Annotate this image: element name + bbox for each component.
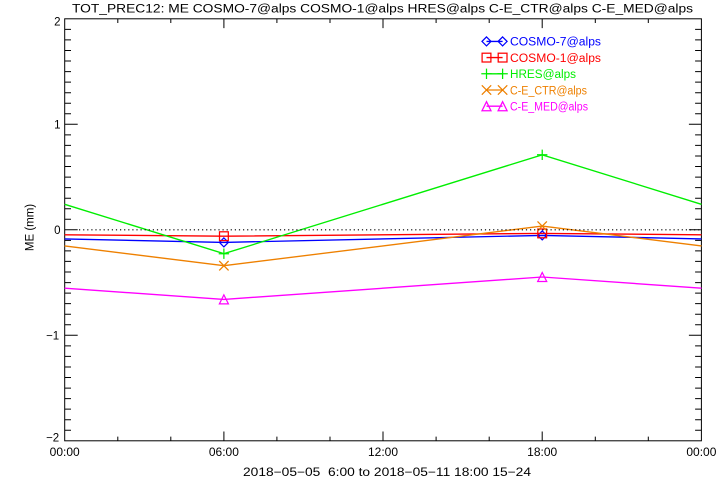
svg-text:HRES@alps: HRES@alps	[510, 69, 576, 81]
svg-text:0: 0	[54, 225, 60, 237]
svg-text:COSMO-7@alps: COSMO-7@alps	[510, 37, 601, 49]
svg-text:00:00: 00:00	[50, 447, 80, 459]
svg-text:COSMO-1@alps: COSMO-1@alps	[510, 53, 601, 65]
svg-text:1: 1	[54, 120, 60, 132]
svg-text:2: 2	[54, 17, 60, 29]
svg-text:2018−05−05 6:00 to 2018−05−11: 2018−05−05 6:00 to 2018−05−11 18:00 15−2…	[243, 467, 532, 479]
svg-text:C-E_CTR@alps: C-E_CTR@alps	[510, 85, 587, 97]
svg-text:TOT_PREC12: ME COSMO-7@alps CO: TOT_PREC12: ME COSMO-7@alps COSMO-1@alps…	[72, 4, 693, 16]
svg-text:18:00: 18:00	[527, 447, 557, 459]
svg-text:06:00: 06:00	[209, 447, 239, 459]
svg-text:12:00: 12:00	[368, 447, 398, 459]
svg-text:ME (mm): ME (mm)	[25, 204, 37, 251]
svg-text:00:00: 00:00	[686, 447, 716, 459]
svg-text:−2: −2	[46, 433, 59, 445]
svg-text:C-E_MED@alps: C-E_MED@alps	[510, 102, 588, 114]
svg-text:−1: −1	[46, 331, 59, 343]
